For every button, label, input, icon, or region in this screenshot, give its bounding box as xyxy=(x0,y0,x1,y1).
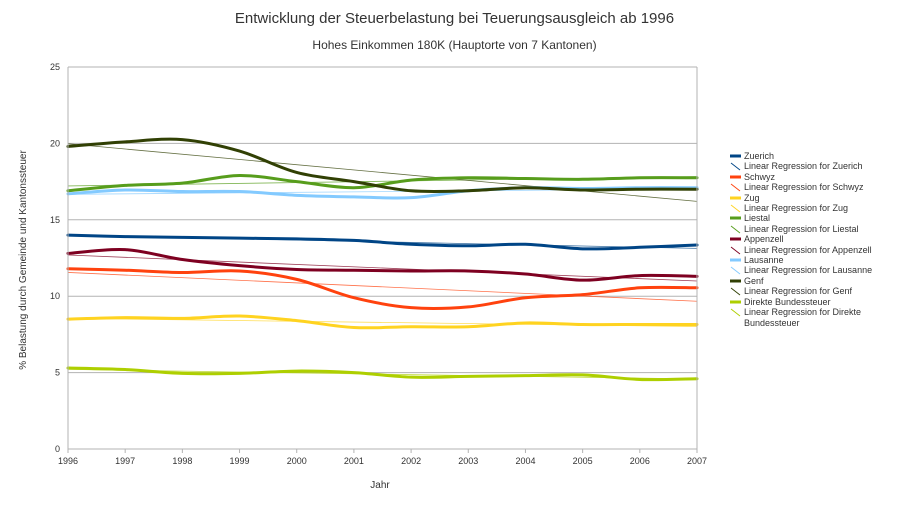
x-tick-label: 2004 xyxy=(515,456,535,466)
legend-item-regression-zug: Linear Regression for Zug xyxy=(730,203,905,213)
x-tick-label: 1997 xyxy=(115,456,135,466)
x-tick-label: 2001 xyxy=(344,456,364,466)
legend-label: Appenzell xyxy=(744,234,784,245)
y-axis-title: % Belastung durch Gemeinde und Kantonsst… xyxy=(18,150,29,370)
legend-item-appenzell: Appenzell xyxy=(730,234,905,244)
y-tick-label: 5 xyxy=(55,368,60,378)
series-lines xyxy=(66,137,699,382)
chart-title: Entwicklung der Steuerbelastung bei Teue… xyxy=(234,10,675,27)
legend-swatch xyxy=(730,234,741,244)
legend-label: Linear Regression for Zug xyxy=(744,203,849,214)
legend: Zuerich Linear Regression for Zuerich Schw… xyxy=(730,151,905,328)
legend-swatch xyxy=(730,297,741,307)
x-tick-label: 2000 xyxy=(287,456,307,466)
series-line-zuerich xyxy=(66,233,699,251)
axes xyxy=(67,67,698,453)
legend-item-regression-schwyz: Linear Regression for Schwyz xyxy=(730,182,905,192)
legend-label: Linear Regression for Schwyz xyxy=(744,182,864,193)
legend-item-schwyz: Schwyz xyxy=(730,172,905,182)
legend-label: Linear Regression for Appenzell xyxy=(744,244,872,255)
regression-line-genf xyxy=(67,143,698,202)
legend-swatch xyxy=(730,255,741,265)
x-tick-label: 2005 xyxy=(573,456,593,466)
legend-label: Direkte Bundessteuer xyxy=(744,296,831,307)
grid-lines xyxy=(68,66,697,450)
legend-item-regression-direkte-bundessteuer: Linear Regression for Direkte Bundessteu… xyxy=(730,307,905,328)
legend-label: Linear Regression for Genf xyxy=(744,286,853,297)
legend-swatch xyxy=(730,224,741,234)
x-tick-label: 1999 xyxy=(230,456,250,466)
x-tick-label: 2003 xyxy=(458,456,478,466)
legend-swatch xyxy=(730,203,741,213)
legend-label: Genf xyxy=(744,275,764,286)
legend-label: Zuerich xyxy=(744,151,775,161)
y-tick-label: 0 xyxy=(55,444,60,454)
legend-label: Linear Regression for Direkte Bundessteu… xyxy=(744,307,862,328)
legend-item-regression-genf: Linear Regression for Genf xyxy=(730,286,905,296)
series-line-liestal xyxy=(66,173,699,193)
x-axis-title: Jahr xyxy=(370,480,390,491)
legend-swatch xyxy=(730,265,741,275)
legend-swatch xyxy=(730,151,741,161)
tick-labels: 0 5 10 15 20 25 1996 1997 1998 1999 2000 2001 2002 20… xyxy=(50,62,707,466)
legend-item-direkte-bundessteuer: Direkte Bundessteuer xyxy=(730,297,905,307)
legend-swatch xyxy=(730,213,741,223)
x-tick-label: 2007 xyxy=(687,456,707,466)
legend-swatch xyxy=(730,182,741,192)
series-line-direkte-bundessteuer xyxy=(66,366,699,382)
legend-label: Zug xyxy=(744,192,760,203)
series-line-appenzell xyxy=(66,247,699,282)
legend-item-regression-zuerich: Linear Regression for Zuerich xyxy=(730,161,905,171)
x-tick-label: 1998 xyxy=(172,456,192,466)
legend-item-regression-liestal: Linear Regression for Liestal xyxy=(730,224,905,234)
legend-swatch xyxy=(730,276,741,286)
x-tick-label: 2002 xyxy=(401,456,421,466)
legend-swatch xyxy=(730,172,741,182)
series-line-zug xyxy=(66,314,699,330)
legend-label: Lausanne xyxy=(744,255,784,266)
legend-label: Liestal xyxy=(744,213,771,224)
legend-swatch xyxy=(730,286,741,296)
legend-label: Linear Regression for Liestal xyxy=(744,223,859,234)
x-tick-label: 1996 xyxy=(58,456,78,466)
series-line-lausanne xyxy=(66,186,699,200)
chart-subtitle: Hohes Einkommen 180K (Hauptorte von 7 Ka… xyxy=(312,38,597,52)
legend-label: Schwyz xyxy=(744,171,776,182)
series-line-genf xyxy=(66,137,699,194)
legend-item-lausanne: Lausanne xyxy=(730,255,905,265)
y-tick-label: 20 xyxy=(50,138,60,148)
x-tick-label: 2006 xyxy=(630,456,650,466)
legend-swatch xyxy=(730,245,741,255)
legend-swatch xyxy=(730,161,741,171)
y-tick-label: 25 xyxy=(50,62,60,72)
y-tick-label: 15 xyxy=(50,215,60,225)
legend-swatch xyxy=(730,307,741,317)
legend-item-regression-appenzell: Linear Regression for Appenzell xyxy=(730,245,905,255)
legend-item-genf: Genf xyxy=(730,276,905,286)
legend-item-regression-lausanne: Linear Regression for Lausanne xyxy=(730,265,905,275)
legend-item-liestal: Liestal xyxy=(730,213,905,223)
legend-item-zuerich: Zuerich xyxy=(730,151,905,161)
legend-swatch xyxy=(730,193,741,203)
legend-label: Linear Regression for Zuerich xyxy=(744,161,863,172)
series-line-schwyz xyxy=(66,267,699,311)
y-tick-label: 10 xyxy=(50,291,60,301)
regression-line-schwyz xyxy=(67,272,698,302)
legend-label: Linear Regression for Lausanne xyxy=(744,265,873,276)
legend-item-zug: Zug xyxy=(730,193,905,203)
